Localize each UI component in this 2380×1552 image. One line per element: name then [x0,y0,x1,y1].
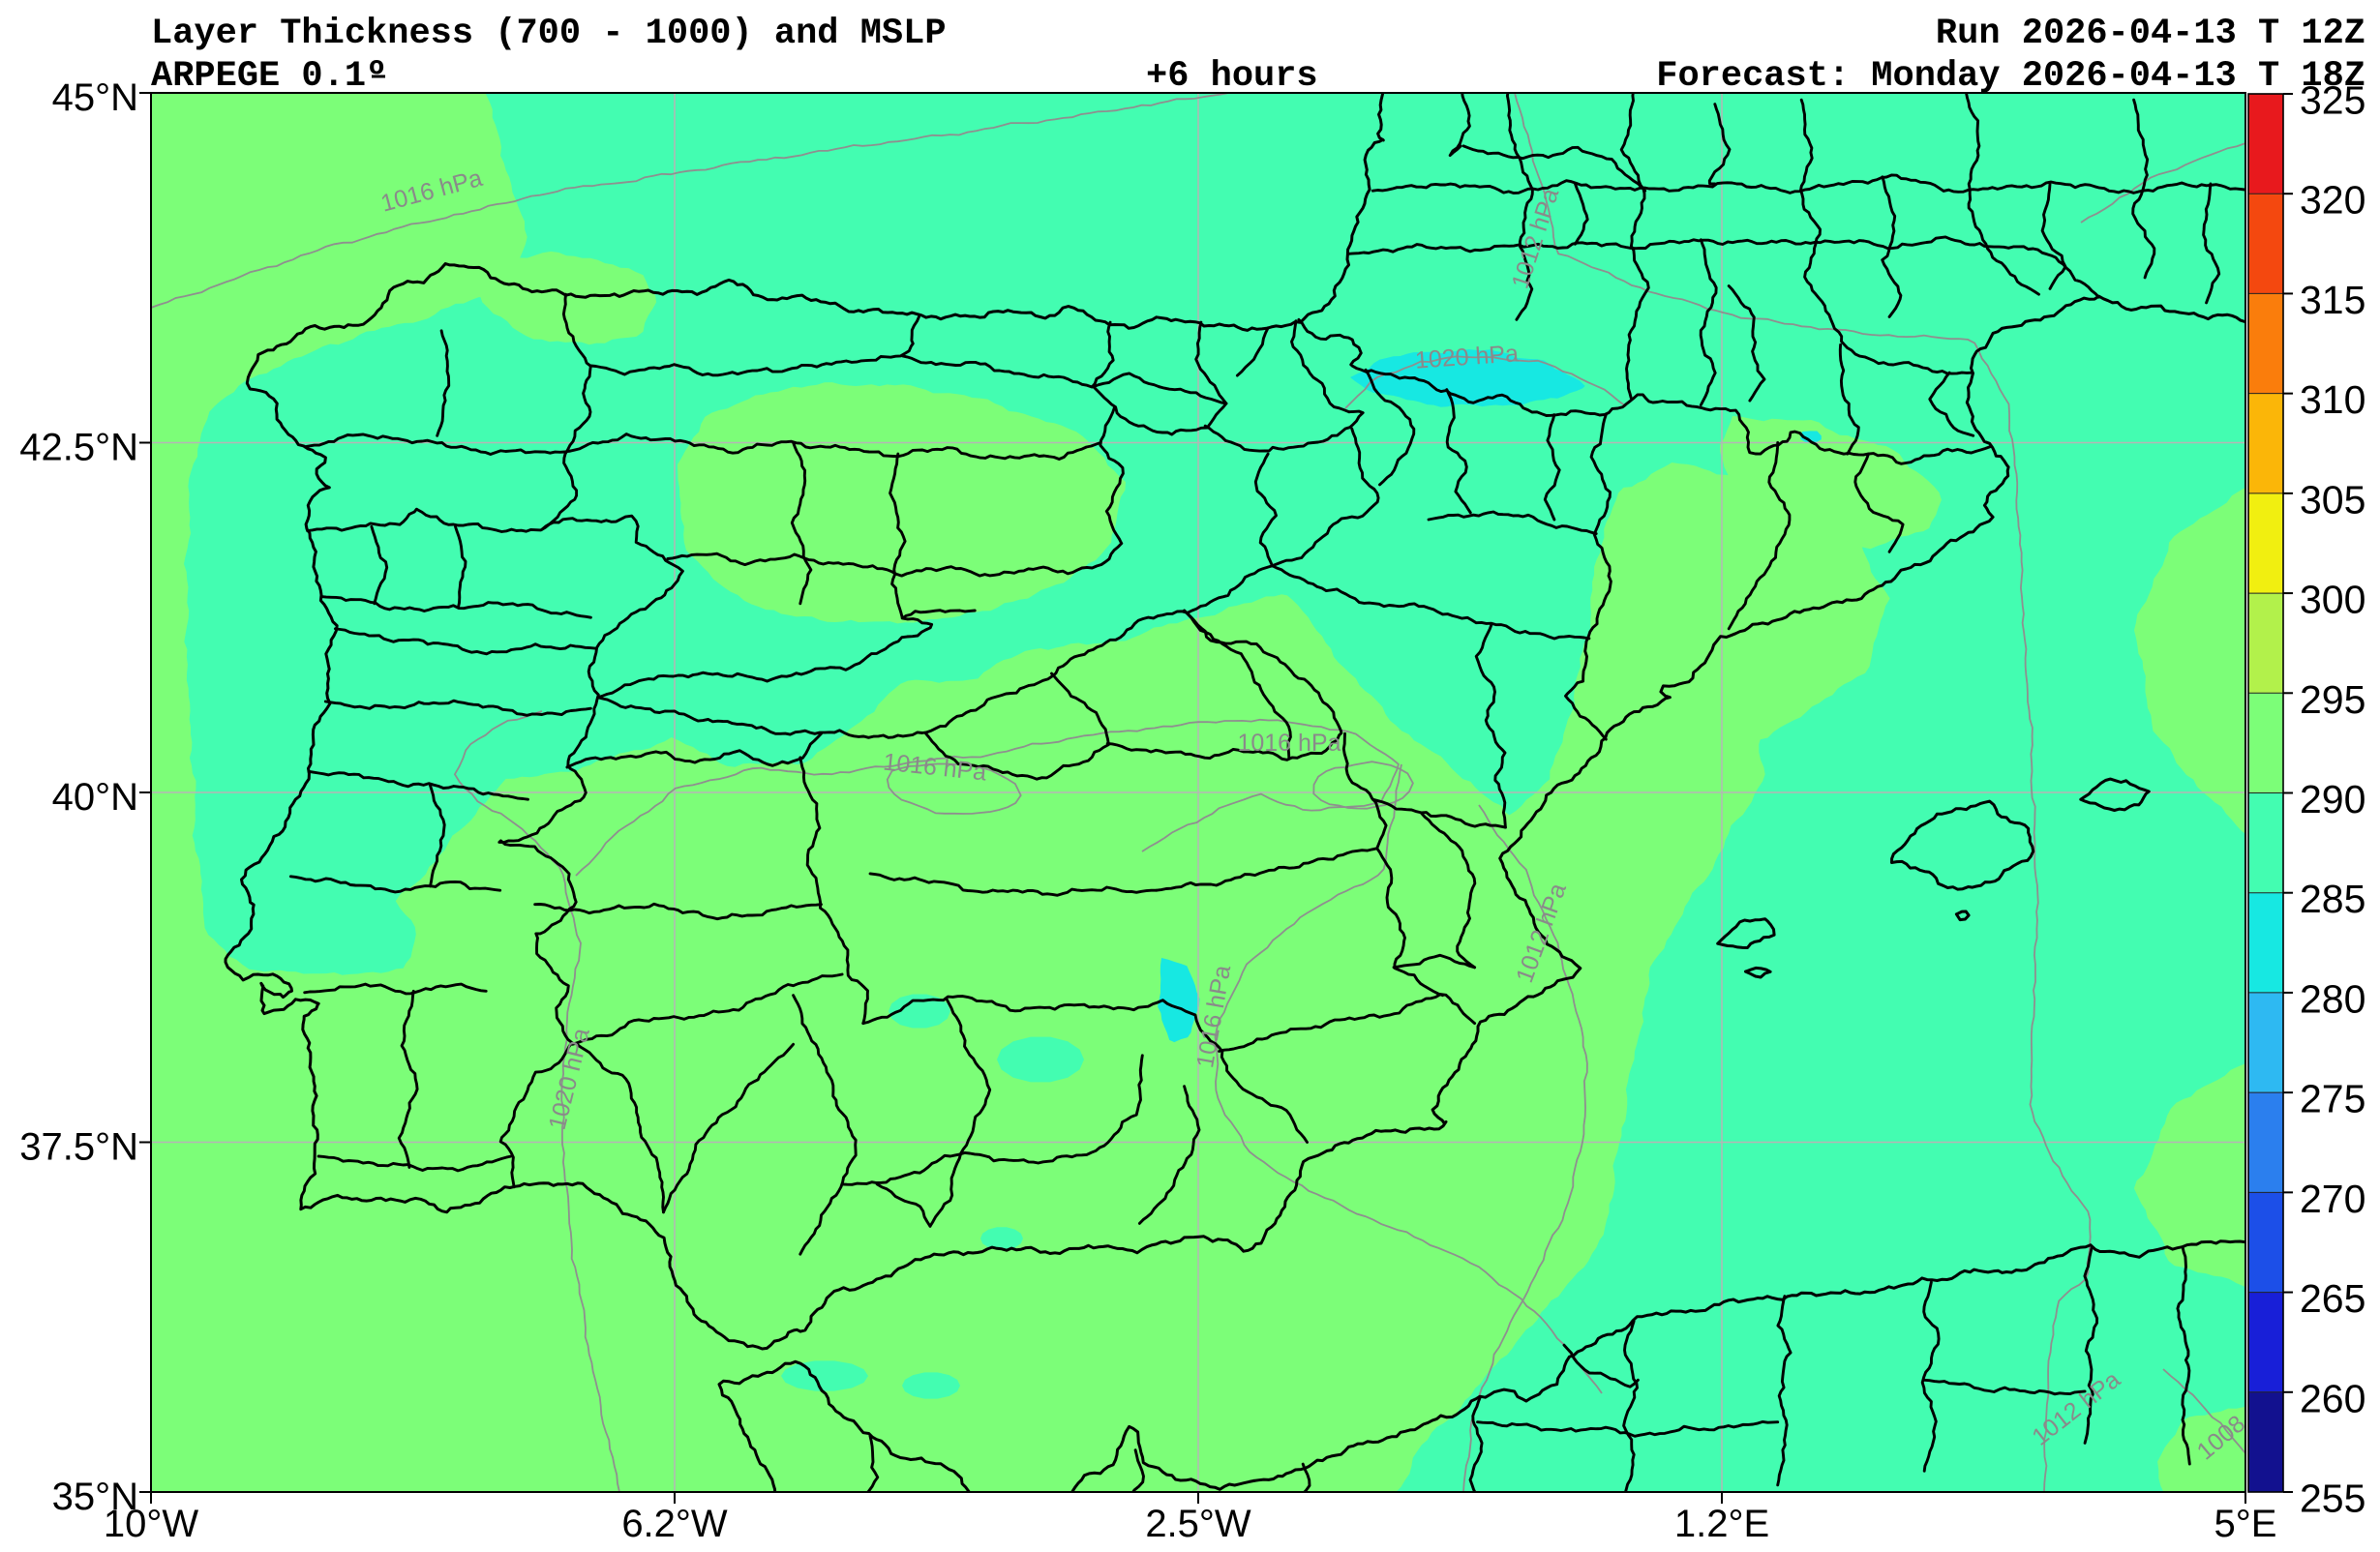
svg-text:6.2°W: 6.2°W [621,1503,728,1545]
svg-text:270: 270 [2300,1177,2365,1221]
svg-text:280: 280 [2300,976,2365,1021]
svg-text:310: 310 [2300,377,2365,422]
svg-text:325: 325 [2300,78,2365,123]
svg-text:37.5°N: 37.5°N [19,1126,138,1169]
svg-text:285: 285 [2300,877,2365,921]
svg-text:ARPEGE 0.1º: ARPEGE 0.1º [151,56,387,97]
svg-text:35°N: 35°N [52,1476,138,1518]
svg-text:290: 290 [2300,777,2365,821]
svg-text:Layer Thickness (700 - 1000) a: Layer Thickness (700 - 1000) and MSLP [151,14,947,54]
svg-text:260: 260 [2300,1376,2365,1420]
svg-text:45°N: 45°N [52,76,138,119]
svg-text:1.2°E: 1.2°E [1674,1503,1769,1545]
svg-text:40°N: 40°N [52,776,138,819]
svg-text:Run 2026-04-13 T 12Z: Run 2026-04-13 T 12Z [1936,14,2365,54]
svg-text:2.5°W: 2.5°W [1145,1503,1251,1545]
svg-text:265: 265 [2300,1276,2365,1321]
svg-text:1016 hPa: 1016 hPa [1237,730,1341,757]
svg-text:275: 275 [2300,1077,2365,1121]
svg-text:295: 295 [2300,677,2365,722]
svg-text:10°W: 10°W [104,1503,198,1545]
svg-text:300: 300 [2300,578,2365,622]
svg-text:Forecast: Monday 2026-04-13 T: Forecast: Monday 2026-04-13 T 18Z [1656,56,2365,97]
svg-text:255: 255 [2300,1477,2365,1521]
svg-text:305: 305 [2300,477,2365,522]
svg-text:315: 315 [2300,278,2365,322]
svg-text:+6 hours: +6 hours [1146,56,1318,97]
svg-text:5°E: 5°E [2214,1503,2277,1545]
svg-text:42.5°N: 42.5°N [19,427,138,469]
svg-text:320: 320 [2300,178,2365,223]
